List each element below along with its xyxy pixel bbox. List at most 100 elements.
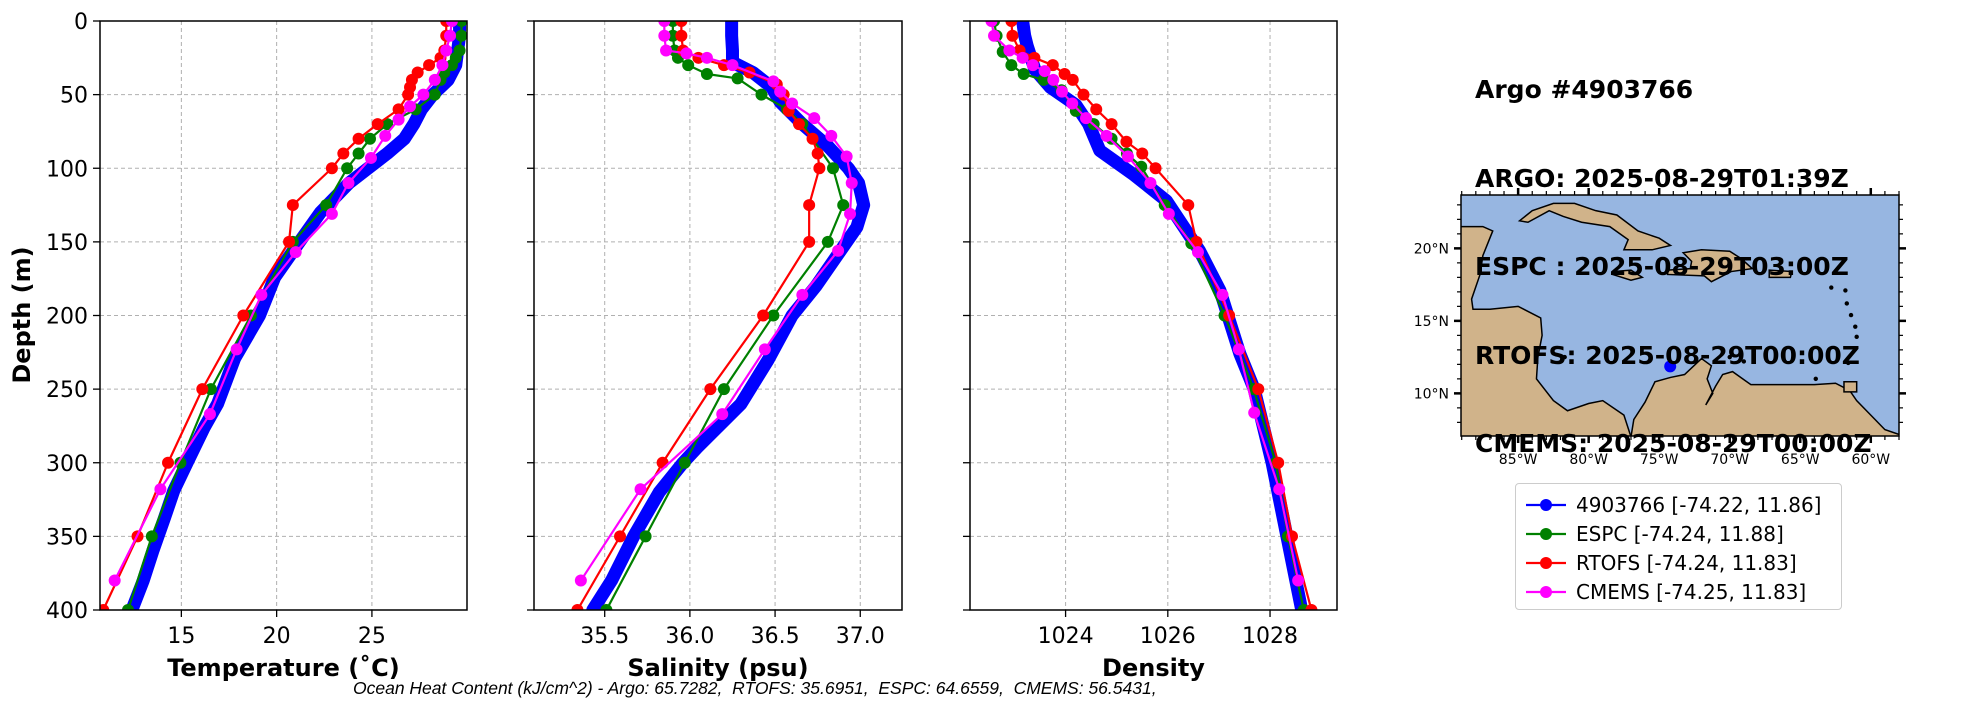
data-point-espc xyxy=(682,59,695,72)
x-tick-label: 36.0 xyxy=(665,624,714,649)
legend-line-marker-icon xyxy=(1526,585,1566,598)
header-cmems-time: CMEMS: 2025-08-29T00:00Z xyxy=(1475,429,1872,458)
map-lon-label: 60°W xyxy=(1851,452,1890,468)
x-tick-label: 1024 xyxy=(1038,624,1094,649)
temperature-panel: 15 20 25050100150200250300350400Temperatur… xyxy=(46,10,468,682)
argo-location-marker xyxy=(1664,360,1677,373)
x-tick-label: 1026 xyxy=(1140,624,1196,649)
land-hispaniola xyxy=(1666,249,1754,283)
data-point-cmems xyxy=(844,207,857,220)
data-point-rtofs xyxy=(352,132,365,145)
data-point-espc xyxy=(639,530,652,543)
data-point-cmems xyxy=(230,343,243,356)
data-point-cmems xyxy=(444,29,457,42)
data-point-cmems xyxy=(1003,44,1016,57)
island xyxy=(1727,354,1732,360)
data-point-cmems xyxy=(1232,343,1245,356)
temperature-xlabel: Temperature (˚C) xyxy=(167,654,400,682)
island xyxy=(1813,376,1818,382)
data-point-rtofs xyxy=(325,162,338,175)
data-point-rtofs xyxy=(675,29,688,42)
x-tick-label: 15 xyxy=(167,624,195,649)
data-point-cmems xyxy=(786,97,799,110)
data-point-rtofs xyxy=(423,59,436,72)
data-point-cmems xyxy=(1273,483,1286,496)
data-point-rtofs xyxy=(286,199,299,212)
data-point-espc xyxy=(1005,59,1018,72)
data-point-cmems xyxy=(845,176,858,189)
data-point-rtofs xyxy=(1066,73,1079,86)
data-point-espc xyxy=(320,199,333,212)
data-point-cmems xyxy=(428,73,441,86)
data-point-espc xyxy=(1017,68,1030,81)
ocean-heat-content-text: Ocean Heat Content (kJ/cm^2) - Argo: 65.… xyxy=(353,678,1157,698)
map-lat-label: 10°N xyxy=(1414,386,1449,402)
data-point-rtofs xyxy=(803,235,816,248)
data-point-cmems xyxy=(1191,246,1204,259)
map-lat-label: 20°N xyxy=(1414,241,1449,257)
data-point-espc xyxy=(700,68,713,81)
data-point-rtofs xyxy=(337,147,350,160)
data-point-espc xyxy=(827,162,839,175)
map-lon-label: 65°W xyxy=(1781,452,1820,468)
data-point-espc xyxy=(767,309,780,322)
island xyxy=(1848,312,1854,318)
density-series-group xyxy=(985,21,1318,610)
legend-line-marker-icon xyxy=(1526,556,1566,569)
land-trinidad xyxy=(1843,381,1858,393)
data-point-espc xyxy=(174,456,187,469)
data-point-rtofs xyxy=(1252,383,1265,396)
data-point-rtofs xyxy=(571,604,584,610)
island xyxy=(1854,334,1859,340)
data-point-cmems xyxy=(379,129,392,142)
data-point-rtofs xyxy=(614,530,627,543)
data-point-rtofs xyxy=(196,383,209,396)
data-point-cmems xyxy=(1121,150,1134,163)
x-tick-label: 25 xyxy=(358,624,386,649)
data-point-espc xyxy=(341,162,354,175)
x-tick-label: 37.0 xyxy=(836,624,885,649)
salinity-series-group xyxy=(571,21,871,610)
data-point-espc xyxy=(455,29,467,42)
island xyxy=(1843,288,1848,293)
y-tick-label: 50 xyxy=(60,84,88,109)
data-point-cmems xyxy=(825,129,838,142)
data-point-cmems xyxy=(758,343,771,356)
y-tick-label: 0 xyxy=(74,10,88,35)
data-point-cmems xyxy=(1038,65,1051,78)
data-point-cmems xyxy=(574,574,587,587)
legend-item: 4903766 [-74.22, 11.86] xyxy=(1526,490,1831,519)
y-tick-label: 200 xyxy=(46,305,88,330)
density-axes-frame xyxy=(969,20,1338,611)
data-point-cmems xyxy=(154,483,167,496)
x-tick-label: 36.5 xyxy=(751,624,800,649)
data-point-cmems xyxy=(1248,406,1261,419)
data-point-rtofs xyxy=(1182,199,1195,212)
data-point-rtofs xyxy=(1105,118,1118,131)
data-point-cmems xyxy=(660,44,673,57)
data-point-cmems xyxy=(1144,176,1157,189)
data-point-cmems xyxy=(436,59,449,72)
density-panel: 1024 1026 1028 Density xyxy=(963,20,1338,682)
legend-item: CMEMS [-74.25, 11.83] xyxy=(1526,577,1831,606)
data-point-rtofs xyxy=(704,383,717,396)
map-lat-label: 15°N xyxy=(1414,314,1449,330)
density-xlabel: Density xyxy=(1102,654,1205,682)
map-lon-label: 75°W xyxy=(1640,452,1679,468)
data-point-rtofs xyxy=(371,118,384,131)
data-point-rtofs xyxy=(1120,135,1133,148)
data-point-cmems xyxy=(325,207,338,220)
data-point-rtofs xyxy=(1305,604,1318,610)
data-point-rtofs xyxy=(402,88,415,101)
data-point-espc xyxy=(678,456,691,469)
data-point-cmems xyxy=(203,408,216,421)
data-point-cmems xyxy=(404,100,417,113)
map-frame xyxy=(1460,194,1900,437)
data-point-cmems xyxy=(985,21,998,27)
land-southamerica xyxy=(1630,357,1899,436)
data-point-cmems xyxy=(726,59,739,72)
data-point-espc xyxy=(145,530,158,543)
x-tick-label: 1028 xyxy=(1242,624,1298,649)
y-tick-label: 350 xyxy=(46,525,88,550)
